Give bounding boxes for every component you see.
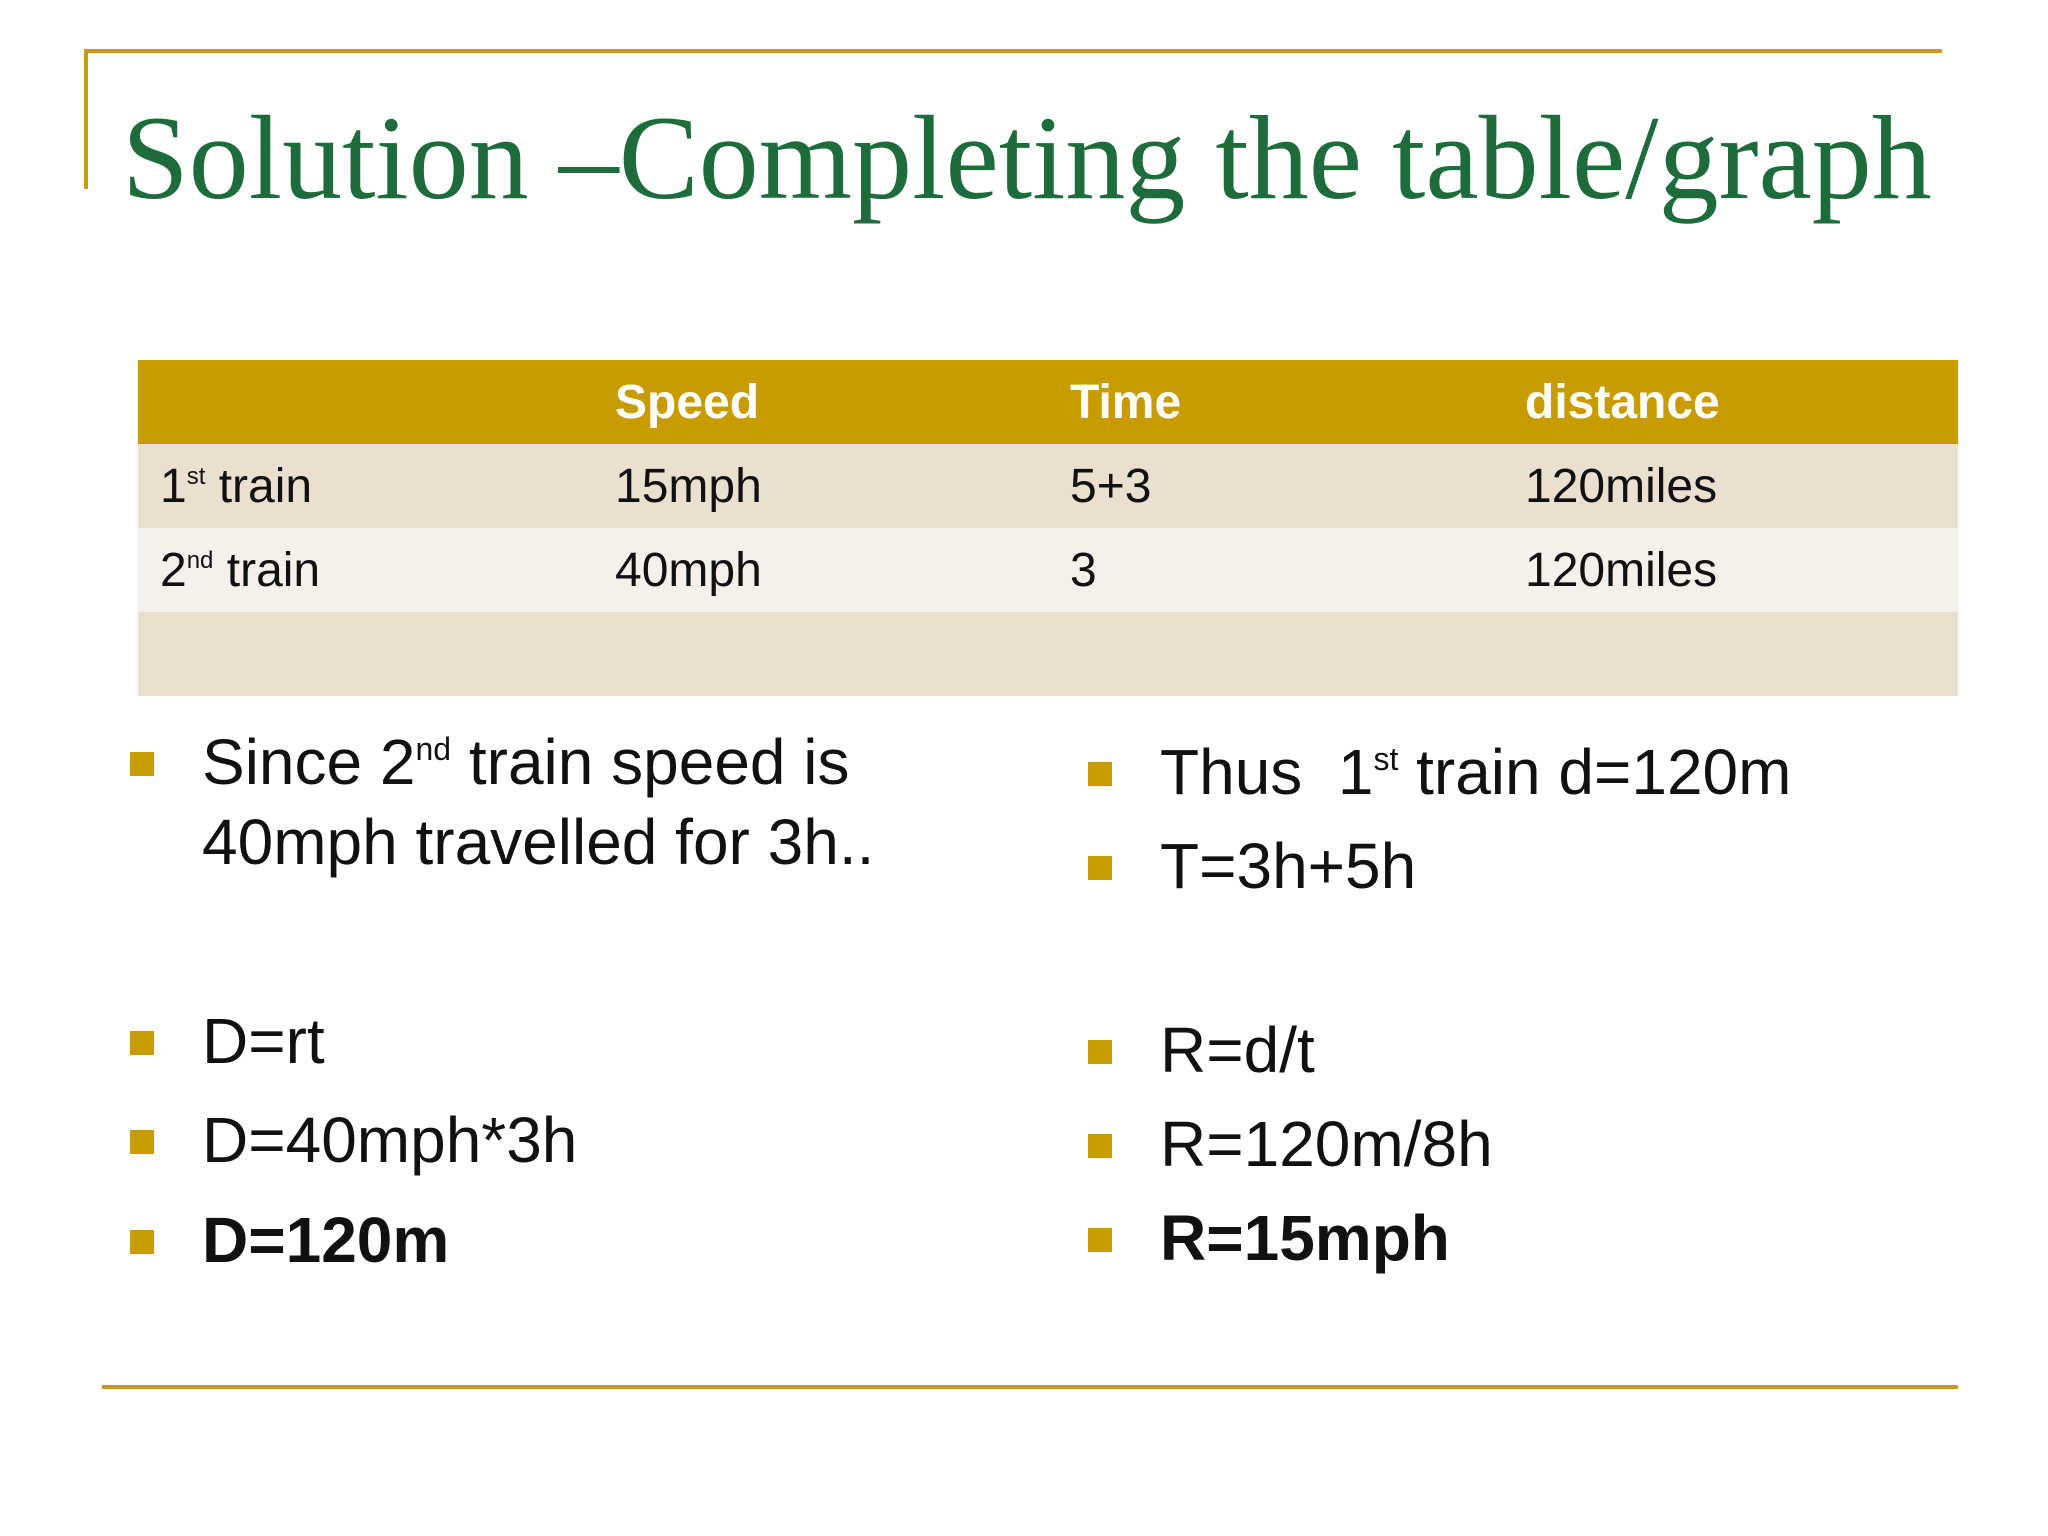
- table-header-row: Speed Time distance: [138, 360, 1958, 444]
- bullet-left-2: D=rt: [130, 1001, 325, 1081]
- header-cell-speed: Speed: [593, 360, 1048, 444]
- frame-left-line: [84, 49, 88, 189]
- frame-bottom-line: [102, 1385, 1958, 1389]
- bullet-right-5: R=15mph: [1088, 1198, 1450, 1278]
- bullet-text: T=3h+5h: [1160, 830, 1417, 902]
- bullet-square-icon: [1088, 762, 1112, 786]
- bullet-square-icon: [1088, 1040, 1112, 1064]
- row-label-num: 1: [160, 459, 187, 513]
- table-row: 2nd train 40mph 3 120miles: [138, 528, 1958, 612]
- bullet-text: Thus 1: [1160, 736, 1374, 808]
- bullet-text: D=120m: [202, 1204, 450, 1276]
- bullet-text: D=40mph*3h: [202, 1104, 578, 1176]
- distance-cell: 120miles: [1503, 528, 1958, 612]
- bullet-text-line2: 40mph travelled for 3h..: [202, 806, 875, 878]
- bullet-square-icon: [1088, 856, 1112, 880]
- bullet-right-3: R=d/t: [1088, 1010, 1315, 1090]
- row-label-sup: nd: [186, 546, 214, 574]
- bullet-text: R=15mph: [1160, 1202, 1450, 1274]
- table-row: 1st train 15mph 5+3 120miles: [138, 444, 1958, 528]
- table-row-empty: [138, 612, 1958, 696]
- bullet-sup: st: [1373, 741, 1399, 777]
- bullet-right-4: R=120m/8h: [1088, 1104, 1493, 1184]
- bullet-square-icon: [130, 1031, 154, 1055]
- bullet-left-4: D=120m: [130, 1200, 450, 1280]
- time-cell: 5+3: [1048, 444, 1503, 528]
- row-label-num: 2: [160, 543, 187, 597]
- bullet-square-icon: [130, 752, 154, 776]
- bullet-square-icon: [130, 1130, 154, 1154]
- bullet-sup: nd: [415, 731, 452, 767]
- bullet-square-icon: [130, 1230, 154, 1254]
- header-cell-distance: distance: [1503, 360, 1958, 444]
- bullet-right-2: T=3h+5h: [1088, 826, 1417, 906]
- row-label-cell: 1st train: [138, 444, 593, 528]
- header-cell-time: Time: [1048, 360, 1503, 444]
- bullet-left-3: D=40mph*3h: [130, 1100, 578, 1180]
- bullet-square-icon: [1088, 1134, 1112, 1158]
- bullet-text: R=120m/8h: [1160, 1108, 1493, 1180]
- header-cell-empty: [138, 360, 593, 444]
- slide-title: Solution –Completing the table/graph: [122, 91, 1932, 224]
- bullet-square-icon: [1088, 1228, 1112, 1252]
- row-label-rest: train: [213, 543, 321, 597]
- row-label-cell: 2nd train: [138, 528, 593, 612]
- bullet-left-1: Since 2nd train speed is 40mph travelled…: [130, 722, 875, 882]
- frame-top-line: [84, 49, 1942, 53]
- row-label-rest: train: [205, 459, 313, 513]
- bullet-text: R=d/t: [1160, 1014, 1315, 1086]
- speed-cell: 40mph: [593, 528, 1048, 612]
- speed-cell: 15mph: [593, 444, 1048, 528]
- data-table: Speed Time distance 1st train 15mph 5+3 …: [138, 360, 1958, 696]
- bullet-text: train speed is: [451, 726, 850, 798]
- bullet-text: D=rt: [202, 1005, 325, 1077]
- time-cell: 3: [1048, 528, 1503, 612]
- distance-cell: 120miles: [1503, 444, 1958, 528]
- row-label-sup: st: [186, 462, 206, 490]
- bullet-right-1: Thus 1st train d=120m: [1088, 732, 1792, 812]
- bullet-text: train d=120m: [1398, 736, 1792, 808]
- bullet-text: Since 2: [202, 726, 416, 798]
